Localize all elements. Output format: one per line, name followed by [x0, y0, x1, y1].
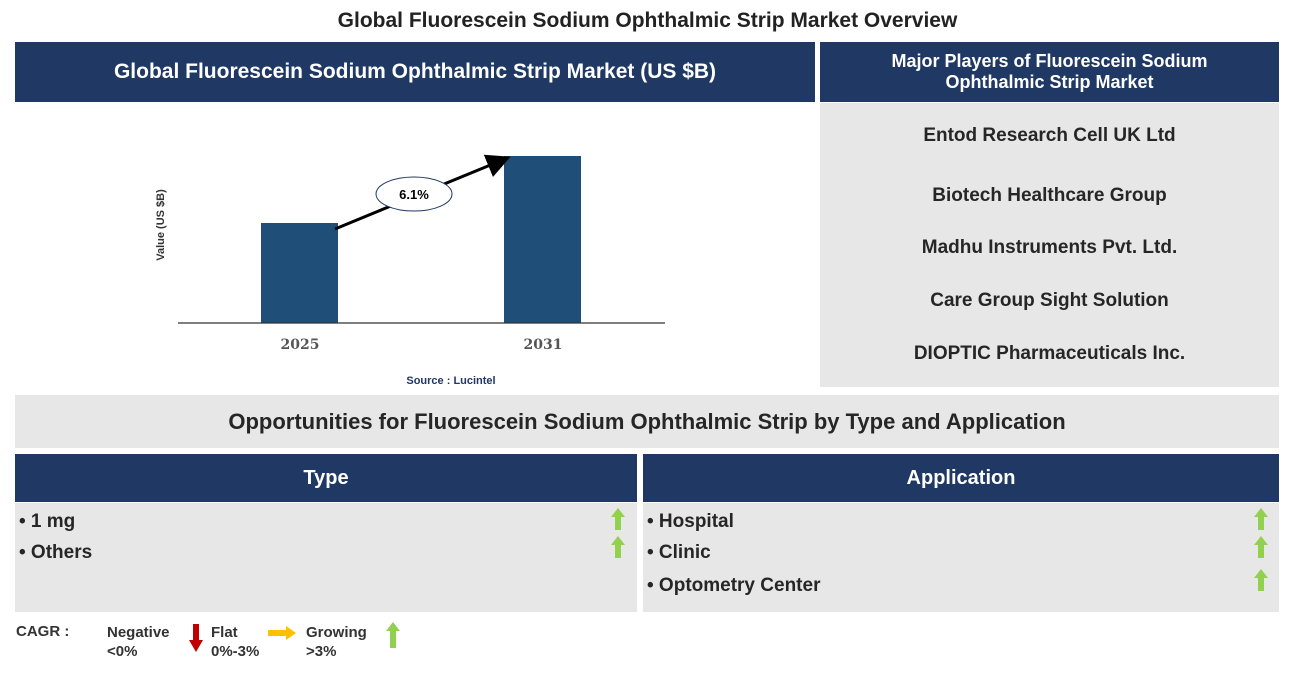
- legend-negative-range: <0%: [107, 643, 138, 660]
- cagr-bubble: [375, 176, 453, 212]
- legend-flat-label: Flat: [211, 624, 238, 641]
- application-item: • Hospital: [647, 511, 734, 532]
- players-header: Major Players of Fluorescein Sodium Opht…: [820, 42, 1279, 102]
- growing-arrow-icon: [611, 508, 625, 530]
- market-chart: Value (US $B) 2025 2031 6.1% Source : Luc…: [155, 154, 665, 387]
- legend-label: CAGR :: [16, 623, 70, 640]
- legend-growing-label: Growing: [306, 624, 367, 641]
- growing-arrow-icon: [386, 622, 400, 648]
- application-header: Application: [643, 454, 1279, 502]
- application-item: • Optometry Center: [647, 575, 821, 596]
- bar-2031: [504, 156, 581, 323]
- type-header: Type: [15, 454, 637, 502]
- bar-2025: [261, 223, 338, 323]
- chart-header: Global Fluorescein Sodium Ophthalmic Str…: [15, 42, 815, 102]
- type-list: [15, 503, 637, 612]
- legend-flat-range: 0%-3%: [211, 643, 260, 660]
- cagr-label: 6.1%: [399, 187, 429, 202]
- type-item: • Others: [19, 542, 93, 563]
- application-item: • Clinic: [647, 542, 711, 563]
- application-list: [643, 503, 1279, 612]
- player-item: Care Group Sight Solution: [930, 290, 1169, 311]
- opportunities-header: Opportunities for Fluorescein Sodium Oph…: [15, 395, 1279, 448]
- growing-arrow-icon: [1254, 569, 1268, 591]
- type-item: • 1 mg: [19, 511, 76, 532]
- legend-flat: Flat 0%-3%: [211, 623, 259, 661]
- player-item: Madhu Instruments Pvt. Ltd.: [921, 237, 1178, 258]
- legend-growing: Growing >3%: [306, 623, 367, 661]
- legend-growing-range: >3%: [306, 643, 337, 660]
- growing-arrow-icon: [611, 536, 625, 558]
- player-item: DIOPTIC Pharmaceuticals Inc.: [913, 343, 1186, 364]
- x-tick-label: 2025: [281, 337, 320, 353]
- player-item: Entod Research Cell UK Ltd: [923, 125, 1176, 146]
- growing-arrow-icon: [1254, 536, 1268, 558]
- negative-arrow-icon: [189, 624, 203, 652]
- players-panel: [820, 103, 1279, 387]
- growing-arrow-icon: [1254, 508, 1268, 530]
- flat-arrow-icon: [268, 626, 296, 640]
- page-title: Global Fluorescein Sodium Ophthalmic Str…: [337, 9, 958, 32]
- legend-negative-label: Negative: [107, 624, 170, 641]
- legend-negative: Negative <0%: [107, 623, 170, 661]
- y-axis-label: Value (US $B): [155, 189, 167, 261]
- source-label: Source : Lucintel: [406, 375, 495, 387]
- x-tick-label: 2031: [524, 337, 563, 353]
- player-item: Biotech Healthcare Group: [932, 185, 1167, 206]
